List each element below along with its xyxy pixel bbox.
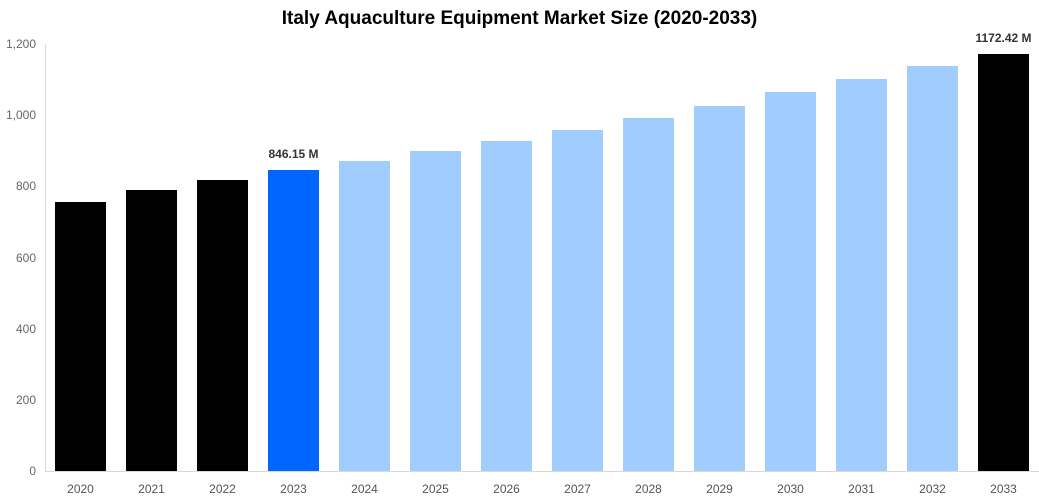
x-tick-label: 2032 (919, 482, 946, 496)
bar-2033[interactable] (978, 53, 1029, 471)
y-tick-label: 200 (15, 392, 36, 407)
bar-2028[interactable] (623, 118, 674, 471)
x-tick-label: 2030 (777, 482, 804, 496)
x-tick-label: 2033 (990, 482, 1017, 496)
x-tick-label: 2024 (351, 482, 378, 496)
y-tick-label: 800 (15, 179, 36, 194)
x-tick-label: 2023 (280, 482, 307, 496)
x-tick-label: 2027 (564, 482, 591, 496)
bar-2020[interactable] (55, 202, 106, 471)
bar-value-label: 1172.42 M (975, 30, 1032, 45)
bar-2023[interactable] (268, 169, 319, 471)
y-tick-label: 600 (15, 250, 36, 265)
bar-2030[interactable] (765, 92, 816, 471)
x-tick-label: 2020 (67, 482, 94, 496)
y-axis-line (45, 44, 46, 471)
plot-area: 846.15 M 1172.42 M (45, 31, 1039, 472)
y-tick-label: 0 (29, 464, 36, 478)
bar-2021[interactable] (126, 190, 177, 471)
x-tick-label: 2022 (209, 482, 236, 496)
bar-2027[interactable] (552, 130, 603, 471)
bar-2024[interactable] (339, 161, 390, 471)
y-tick-label: 1,000 (5, 108, 36, 123)
x-tick-label: 2026 (493, 482, 520, 496)
chart-title: Italy Aquaculture Equipment Market Size … (281, 8, 758, 29)
x-tick-label: 2021 (138, 482, 165, 496)
bar-2026[interactable] (481, 141, 532, 471)
bar-2025[interactable] (410, 151, 461, 471)
x-axis-line (45, 471, 1039, 472)
x-tick-label: 2028 (635, 482, 662, 496)
y-tick-label: 1,200 (5, 37, 36, 51)
bar-2032[interactable] (907, 66, 958, 471)
x-tick-label: 2025 (422, 482, 449, 496)
bar-2031[interactable] (836, 79, 887, 471)
bar-2022[interactable] (197, 180, 248, 471)
bar-value-label: 846.15 M (268, 146, 319, 161)
bar-2029[interactable] (694, 106, 745, 471)
x-tick-label: 2031 (848, 482, 875, 496)
y-tick-label: 400 (15, 321, 36, 336)
x-tick-label: 2029 (706, 482, 733, 496)
